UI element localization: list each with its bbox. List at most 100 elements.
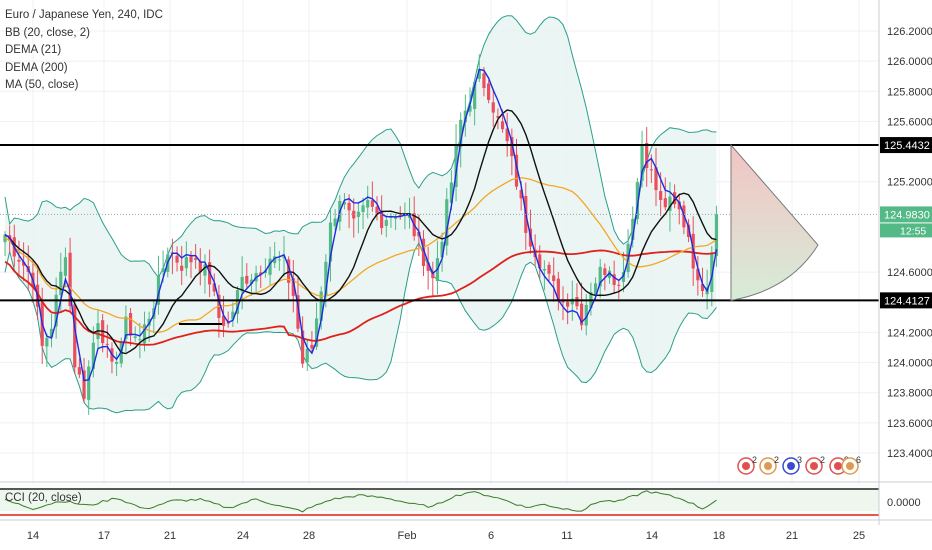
event-icon[interactable]: 3	[782, 455, 802, 475]
candle	[663, 177, 667, 211]
candle	[491, 89, 495, 127]
dema200-line	[4, 109, 717, 355]
support-price-bg	[880, 292, 932, 309]
indicator-bb[interactable]: BB (20, close, 2)	[5, 26, 91, 39]
candle-body	[22, 261, 26, 266]
candle-body	[487, 83, 491, 100]
candle-body	[73, 304, 77, 368]
candle-body	[370, 200, 374, 207]
candle-body	[519, 189, 523, 199]
candle-body	[556, 278, 560, 302]
candle-body	[496, 116, 500, 118]
event-icon[interactable]: 6	[841, 455, 861, 475]
candle-body	[324, 261, 328, 296]
candle	[552, 257, 556, 302]
event-icon[interactable]: 2	[805, 455, 825, 475]
candle	[421, 230, 426, 276]
candle-body	[500, 121, 505, 130]
countdown-label: 12:55	[900, 225, 926, 237]
countdown-bg	[880, 223, 932, 238]
candle-body	[296, 295, 300, 329]
candle-body	[449, 182, 453, 203]
candle	[714, 205, 719, 267]
candle	[273, 242, 277, 268]
last-price-bg	[880, 206, 932, 223]
candle-body	[189, 256, 193, 263]
indicator-dema21[interactable]: DEMA (21)	[5, 44, 62, 56]
candle-body	[77, 367, 81, 375]
candle	[607, 266, 612, 284]
bb-upper-line	[4, 15, 717, 279]
candle-body	[361, 205, 365, 212]
candle-body	[115, 361, 119, 364]
candle-body	[142, 324, 147, 344]
candle	[305, 339, 309, 371]
candle-body	[426, 262, 430, 271]
candle	[184, 241, 188, 277]
economic-events[interactable]: 223296	[737, 455, 861, 475]
candle-body	[593, 283, 598, 295]
price-tick-label: 124.2000	[887, 327, 932, 339]
time-tick-label: 21	[786, 530, 798, 542]
event-icon-dot	[787, 462, 795, 470]
cci-label[interactable]: CCI (20, close)	[5, 492, 82, 504]
candle	[477, 54, 481, 83]
candle-body	[319, 291, 323, 321]
cci-band	[0, 489, 879, 511]
candle-body	[714, 214, 719, 257]
candle-body	[659, 191, 663, 201]
candle-body	[663, 198, 667, 208]
candle	[510, 128, 514, 176]
candle	[389, 212, 393, 228]
event-icon-dot	[834, 462, 842, 470]
candle-body	[245, 275, 249, 284]
legend: Euro / Japanese Yen, 240, IDC BB (20, cl…	[5, 7, 163, 95]
indicator-dema200[interactable]: DEMA (200)	[5, 61, 68, 74]
candle	[324, 254, 328, 308]
candle-body	[640, 145, 644, 181]
projection-cone[interactable]	[730, 143, 819, 301]
event-icon[interactable]: 2	[737, 455, 757, 475]
candle	[487, 80, 491, 104]
candle-body	[477, 69, 481, 79]
candle-body	[617, 284, 621, 286]
event-icon-dot	[810, 462, 818, 470]
candle-body	[547, 264, 551, 274]
candle	[640, 130, 644, 188]
candle	[375, 196, 379, 221]
event-count-label: 2	[820, 455, 825, 465]
candle-body	[612, 274, 616, 285]
cci-tick-label: 0.0000	[887, 497, 921, 509]
event-icon[interactable]: 2	[759, 455, 779, 475]
projection-shape[interactable]	[730, 143, 819, 301]
candle-body	[291, 278, 295, 296]
candle-body	[380, 210, 384, 228]
candle-body	[105, 343, 109, 345]
candle	[384, 215, 388, 238]
candle-body	[231, 311, 235, 320]
candle	[124, 305, 128, 352]
candle-body	[138, 339, 142, 341]
chart-title[interactable]: Euro / Japanese Yen, 240, IDC	[5, 9, 163, 21]
event-count-label: 3	[797, 455, 802, 465]
candle	[333, 209, 337, 231]
candle-body	[677, 201, 681, 210]
candle-body	[654, 167, 658, 191]
price-tick-label: 126.2000	[887, 26, 932, 38]
candle	[87, 360, 91, 415]
event-count-label: 2	[774, 455, 779, 465]
candle-body	[459, 119, 463, 148]
candle-body	[342, 202, 347, 205]
candle-body	[673, 192, 677, 205]
moving-averages	[4, 68, 718, 382]
candle-body	[473, 82, 477, 109]
candle-body	[389, 216, 393, 218]
candle-body	[259, 272, 263, 275]
candle	[370, 181, 374, 212]
candle	[73, 298, 77, 374]
indicator-ma50[interactable]: MA (50, close)	[5, 79, 79, 91]
candle-body	[180, 265, 184, 271]
candle	[677, 193, 681, 225]
event-count-label: 6	[856, 455, 861, 465]
